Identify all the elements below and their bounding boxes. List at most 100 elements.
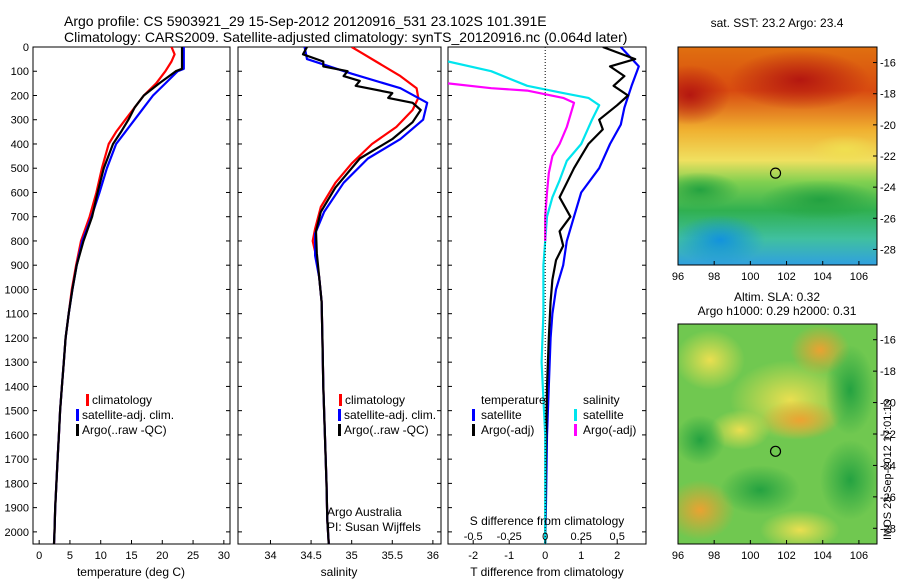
salinity-legend: climatology satellite-adj. clim. Argo(..…: [338, 393, 436, 437]
map-y-tick-label: -20: [880, 398, 896, 410]
x-tick-label-S: -0.25: [497, 531, 522, 543]
legend-label: Argo(..raw -QC): [344, 423, 429, 437]
map-y-tick-label: -22: [880, 151, 896, 163]
difference-legend: temperature satellite Argo(-adj) salinit…: [472, 393, 636, 437]
sst-map-image: [678, 47, 877, 265]
depth-tick-label: 0: [23, 42, 29, 54]
depth-tick-label: 1800: [5, 478, 29, 490]
argo-position-marker: [769, 167, 782, 179]
map-x-tick-label: 100: [741, 550, 759, 562]
sst-map-title: sat. SST: 23.2 Argo: 23.4: [711, 16, 844, 30]
difference-panel-frame: [447, 46, 647, 545]
depth-tick-label: 800: [11, 236, 29, 248]
sla-map-title-2: Argo h1000: 0.29 h2000: 0.31: [698, 304, 857, 318]
map-axes: 96 98 100 102 104 106 -16 -18 -20 -22 -24 -26 -28 96 9…: [672, 58, 896, 562]
x-tick-label: 10: [95, 550, 107, 562]
series-line-salinity-argo-adj-: [448, 82, 576, 241]
x-tick-label: 36: [427, 550, 439, 562]
series-line-temperature-argo-adj-: [544, 47, 637, 544]
map-x-tick-label: 98: [708, 271, 720, 283]
x-tick-label: 35.5: [382, 550, 403, 562]
salinity-panel-frame: [237, 46, 442, 545]
salinity-plot: [301, 47, 429, 544]
depth-axis: 0 100 200 300 400 500 600 700 800 900 1000 1100 1200…: [5, 42, 646, 539]
legend-label: satellite: [583, 408, 624, 422]
map-x-tick-label: 102: [777, 271, 795, 283]
legend-swatch-satellite: [76, 409, 79, 421]
legend-swatch-climatology: [339, 394, 342, 406]
depth-tick-label: 700: [11, 212, 29, 224]
map-y-tick-label: -20: [880, 120, 896, 132]
annotation-argo-australia: Argo Australia: [327, 505, 402, 519]
depth-tick-label: 1900: [5, 503, 29, 515]
map-x-tick-label: 106: [850, 550, 868, 562]
depth-tick-label: 1200: [5, 333, 29, 345]
depth-tick-label: 200: [11, 90, 29, 102]
series-line-climatology: [311, 47, 420, 544]
map-y-tick-label: -26: [880, 492, 896, 504]
x-tick-label-T: 1: [578, 550, 584, 562]
map-y-tick-label: -16: [880, 335, 896, 347]
map-y-tick-label: -26: [880, 213, 896, 225]
legend-label: satellite-adj. clim.: [344, 408, 436, 422]
temperature-panel-frame: [32, 46, 231, 545]
temperature-xlabel: temperature (deg C): [77, 565, 185, 579]
x-tick-label-S: 0.25: [570, 531, 591, 543]
map-y-tick-label: -24: [880, 460, 896, 472]
legend-group-title-salinity: salinity: [583, 393, 620, 407]
x-tick-label-T: 0: [542, 550, 548, 562]
legend-swatch-argo: [76, 424, 79, 436]
depth-tick-label: 2000: [5, 527, 29, 539]
depth-tick-label: 1600: [5, 430, 29, 442]
map-x-tick-label: 96: [672, 271, 684, 283]
x-tick-label: 5: [67, 550, 73, 562]
legend-label: satellite: [481, 408, 522, 422]
depth-tick-label: 500: [11, 163, 29, 175]
series-line-temperature-satellite: [544, 47, 640, 544]
side-stamp: IMOS 23-Sep-2012 17:01:13: [882, 399, 894, 540]
legend-label: Argo(..raw -QC): [82, 423, 167, 437]
difference-xlabel-bottom: T difference from climatology: [470, 565, 624, 579]
series-line-satellite-adj-clim-: [303, 47, 429, 544]
x-tick-label-T: -2: [468, 550, 478, 562]
map-y-tick-label: -22: [880, 429, 896, 441]
header-line2: Climatology: CARS2009. Satellite-adjuste…: [64, 29, 627, 45]
map-x-tick-label: 98: [708, 550, 720, 562]
depth-tick-label: 400: [11, 139, 29, 151]
series-line-salinity-satellite: [448, 60, 601, 544]
depth-tick-label: 1300: [5, 357, 29, 369]
map-x-tick-label: 96: [672, 550, 684, 562]
sla-map-title-1: Altim. SLA: 0.32: [734, 290, 820, 304]
x-tick-label: 25: [187, 550, 199, 562]
legend-swatch-temp-satellite: [472, 409, 475, 421]
x-tick-label: 30: [218, 550, 230, 562]
map-y-tick-label: -16: [880, 58, 896, 70]
map-x-tick-label: 102: [777, 550, 795, 562]
depth-tick-label: 1500: [5, 406, 29, 418]
x-tick-label: 20: [156, 550, 168, 562]
depth-tick-label: 100: [11, 66, 29, 78]
legend-label: Argo(-adj): [481, 423, 534, 437]
difference-xlabel-top: S difference from climatology: [470, 514, 625, 528]
legend-group-title-temperature: temperature: [481, 393, 546, 407]
legend-swatch-satellite: [338, 409, 341, 421]
map-x-tick-label: 104: [814, 271, 832, 283]
depth-tick-label: 1700: [5, 454, 29, 466]
legend-label: Argo(-adj): [583, 423, 636, 437]
header-line1: Argo profile: CS 5903921_29 15-Sep-2012 …: [64, 13, 547, 29]
map-x-tick-label: 100: [741, 271, 759, 283]
legend-swatch-sal-argo: [574, 424, 577, 436]
depth-tick-label: 1400: [5, 381, 29, 393]
series-line-argo-raw-qc-: [301, 47, 422, 544]
map-y-tick-label: -18: [880, 366, 896, 378]
legend-label: climatology: [345, 393, 405, 407]
temperature-plot: [52, 47, 185, 544]
map-x-tick-label: 104: [814, 550, 832, 562]
x-tick-label-T: -1: [504, 550, 514, 562]
map-y-tick-label: -28: [880, 523, 896, 535]
argo-position-marker: [769, 445, 782, 457]
x-tick-label-S: 0.5: [610, 531, 625, 543]
annotation-pi: PI: Susan Wijffels: [327, 520, 421, 534]
